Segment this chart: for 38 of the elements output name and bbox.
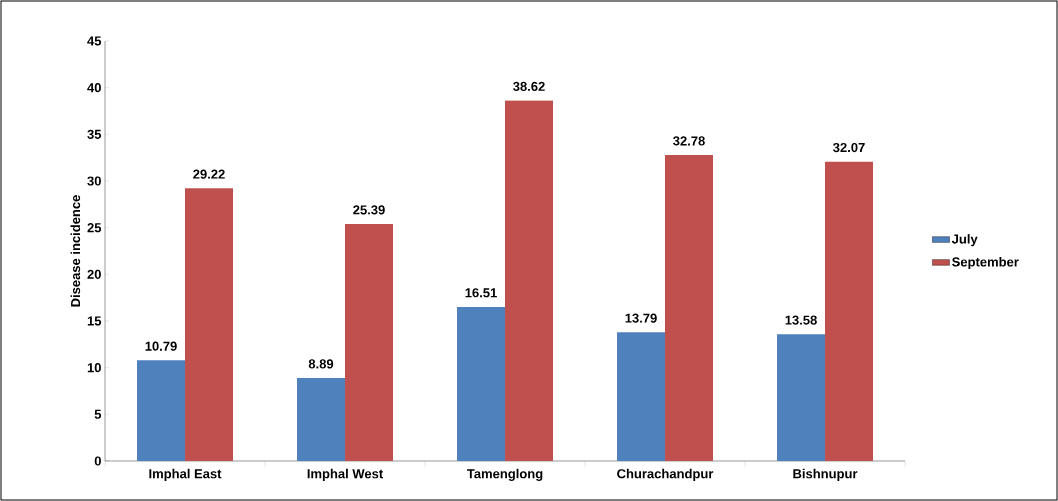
x-tick-label: Imphal West [307,468,384,481]
y-tick-label: 0 [94,456,101,466]
data-label: 25.39 [353,205,385,215]
y-tick-label: 35 [87,129,102,139]
y-tick-label: 40 [87,83,101,93]
bar [825,161,874,461]
data-label: 32.07 [833,142,865,153]
y-tick-label: 30 [87,176,101,186]
data-label: 10.79 [145,341,177,351]
data-label: 32.78 [673,136,705,146]
x-tick-label: Bishnupur [793,468,858,481]
y-tick-label: 45 [87,36,102,46]
y-tick-label: 20 [87,269,101,279]
data-label: 29.22 [193,169,225,179]
x-tick-label: Imphal East [149,468,222,481]
y-axis-title: Disease incidence [70,195,81,307]
y-tick-label: 25 [87,223,102,233]
data-label: 16.51 [465,288,497,298]
data-label: 13.58 [785,315,817,325]
legend-label: July [951,234,978,247]
bar [345,224,393,461]
y-tick-label: 15 [87,316,102,326]
bar [617,332,665,461]
legend-label: September [952,256,1019,270]
bar [137,360,185,461]
bar [505,100,553,461]
bar [297,378,345,461]
bar [185,188,233,461]
x-tick-label: Churachandpur [617,468,714,481]
y-tick-label: 10 [87,363,101,373]
data-label: 13.79 [625,313,657,323]
bar [457,306,505,461]
x-tick-label: Tamenglong [466,468,543,481]
bar [665,155,714,461]
data-label: 8.89 [308,359,334,369]
data-label: 38.62 [513,81,545,92]
bar [777,334,826,461]
y-tick-label: 5 [94,409,102,419]
